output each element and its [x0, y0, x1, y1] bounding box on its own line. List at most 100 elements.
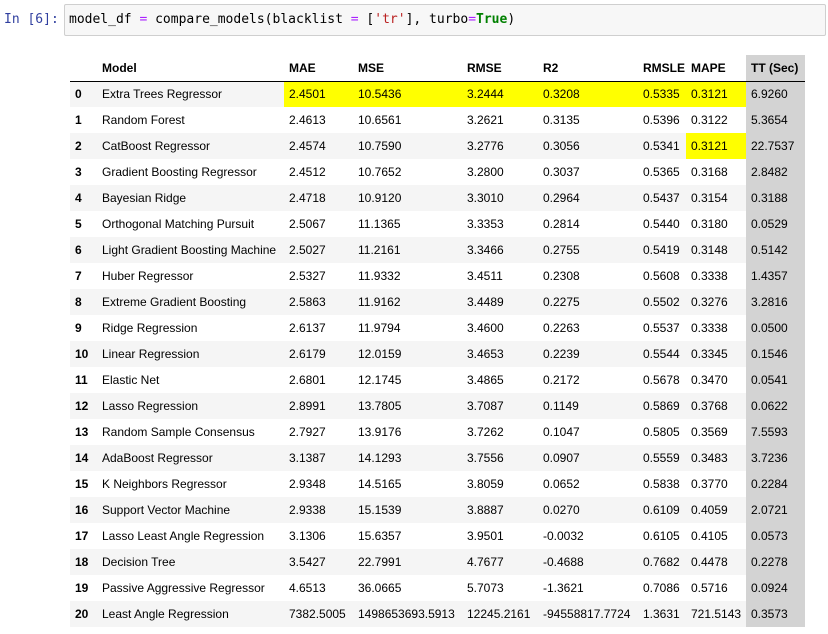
mse-value: 14.5165: [353, 471, 462, 497]
mae-value: 2.4512: [284, 159, 353, 185]
tt-value: 7.5593: [746, 419, 805, 445]
mse-value: 13.9176: [353, 419, 462, 445]
mae-value: 2.4574: [284, 133, 353, 159]
model-name: Elastic Net: [97, 367, 284, 393]
rmsle-value: 0.5559: [638, 445, 686, 471]
rmse-value: 3.2800: [462, 159, 538, 185]
row-index: 18: [70, 549, 97, 575]
mae-value: 2.4718: [284, 185, 353, 211]
row-index: 17: [70, 523, 97, 549]
code-assign-op: =: [139, 12, 148, 27]
model-name: AdaBoost Regressor: [97, 445, 284, 471]
model-name: Bayesian Ridge: [97, 185, 284, 211]
row-index: 19: [70, 575, 97, 601]
rmse-value: 3.4653: [462, 341, 538, 367]
row-index: 16: [70, 497, 97, 523]
tt-value: 0.2278: [746, 549, 805, 575]
model-comparison-table: Model MAE MSE RMSE R2 RMSLE MAPE TT (Sec…: [70, 55, 805, 627]
rmsle-value: 0.5396: [638, 107, 686, 133]
r2-value: 0.1047: [538, 419, 638, 445]
mape-value: 0.4059: [686, 497, 746, 523]
r2-value: 0.0907: [538, 445, 638, 471]
model-name: Passive Aggressive Regressor: [97, 575, 284, 601]
mape-value: 0.4105: [686, 523, 746, 549]
rmse-value: 3.7556: [462, 445, 538, 471]
tt-value: 0.5142: [746, 237, 805, 263]
code-cell-input[interactable]: model_df = compare_models(blacklist = ['…: [64, 4, 826, 36]
column-header-model: Model: [97, 55, 284, 82]
rmsle-value: 0.7682: [638, 549, 686, 575]
tt-value: 3.7236: [746, 445, 805, 471]
tt-value: 2.0721: [746, 497, 805, 523]
mse-value: 11.1365: [353, 211, 462, 237]
rmse-value: 3.2621: [462, 107, 538, 133]
tt-value: 0.2284: [746, 471, 805, 497]
mape-value: 0.3345: [686, 341, 746, 367]
row-index: 9: [70, 315, 97, 341]
mape-value: 0.3121: [686, 81, 746, 107]
rmse-value: 3.8887: [462, 497, 538, 523]
rmse-value: 3.2776: [462, 133, 538, 159]
row-index: 4: [70, 185, 97, 211]
table-row: 15 K Neighbors Regressor 2.9348 14.5165 3.80…: [70, 471, 805, 497]
code-var: model_df: [69, 12, 132, 27]
tt-value: 0.0924: [746, 575, 805, 601]
rmsle-value: 0.5678: [638, 367, 686, 393]
mae-value: 2.4501: [284, 81, 353, 107]
mae-value: 3.1306: [284, 523, 353, 549]
rmse-value: 12245.2161: [462, 601, 538, 627]
mse-value: 15.6357: [353, 523, 462, 549]
model-name: Ridge Regression: [97, 315, 284, 341]
rmsle-value: 0.5365: [638, 159, 686, 185]
rmsle-value: 0.5544: [638, 341, 686, 367]
mape-value: 0.3276: [686, 289, 746, 315]
model-name: Decision Tree: [97, 549, 284, 575]
table-row: 20 Least Angle Regression 7382.5005 1498653…: [70, 601, 805, 627]
row-index: 3: [70, 159, 97, 185]
table-row: 5 Orthogonal Matching Pursuit 2.5067 11.136…: [70, 211, 805, 237]
r2-value: 0.2172: [538, 367, 638, 393]
table-row: 12 Lasso Regression 2.8991 13.7805 3.7087 0.1…: [70, 393, 805, 419]
r2-value: 0.0652: [538, 471, 638, 497]
model-name: Lasso Regression: [97, 393, 284, 419]
tt-value: 1.4357: [746, 263, 805, 289]
mape-value: 0.5716: [686, 575, 746, 601]
mse-value: 10.9120: [353, 185, 462, 211]
model-name: Light Gradient Boosting Machine: [97, 237, 284, 263]
mape-value: 0.3770: [686, 471, 746, 497]
table-row: 13 Random Sample Consensus 2.7927 13.9176 3.…: [70, 419, 805, 445]
model-name: Lasso Least Angle Regression: [97, 523, 284, 549]
r2-value: 0.2275: [538, 289, 638, 315]
mape-value: 0.3338: [686, 263, 746, 289]
row-index: 0: [70, 81, 97, 107]
tt-value: 0.0573: [746, 523, 805, 549]
row-index: 11: [70, 367, 97, 393]
model-name: Huber Regressor: [97, 263, 284, 289]
rmse-value: 3.9501: [462, 523, 538, 549]
row-index: 2: [70, 133, 97, 159]
table-row: 4 Bayesian Ridge 2.4718 10.9120 3.3010 0.2964…: [70, 185, 805, 211]
column-header-mae: MAE: [284, 55, 353, 82]
r2-value: 0.0270: [538, 497, 638, 523]
row-index: 20: [70, 601, 97, 627]
rmse-value: 3.8059: [462, 471, 538, 497]
rmse-value: 4.7677: [462, 549, 538, 575]
code-mid: ], turbo: [405, 12, 469, 27]
r2-value: 0.1149: [538, 393, 638, 419]
r2-value: -0.0032: [538, 523, 638, 549]
rmse-value: 3.4489: [462, 289, 538, 315]
mse-value: 10.6561: [353, 107, 462, 133]
mape-value: 0.3122: [686, 107, 746, 133]
mape-value: 0.3180: [686, 211, 746, 237]
mae-value: 3.5427: [284, 549, 353, 575]
rmsle-value: 0.5341: [638, 133, 686, 159]
column-header-rmsle: RMSLE: [638, 55, 686, 82]
r2-value: 0.3208: [538, 81, 638, 107]
table-row: 18 Decision Tree 3.5427 22.7991 4.7677 -0.468…: [70, 549, 805, 575]
tt-value: 0.0541: [746, 367, 805, 393]
model-name: Random Sample Consensus: [97, 419, 284, 445]
mae-value: 2.8991: [284, 393, 353, 419]
rmsle-value: 0.5335: [638, 81, 686, 107]
mse-value: 11.9162: [353, 289, 462, 315]
table-row: 14 AdaBoost Regressor 3.1387 14.1293 3.7556 0…: [70, 445, 805, 471]
